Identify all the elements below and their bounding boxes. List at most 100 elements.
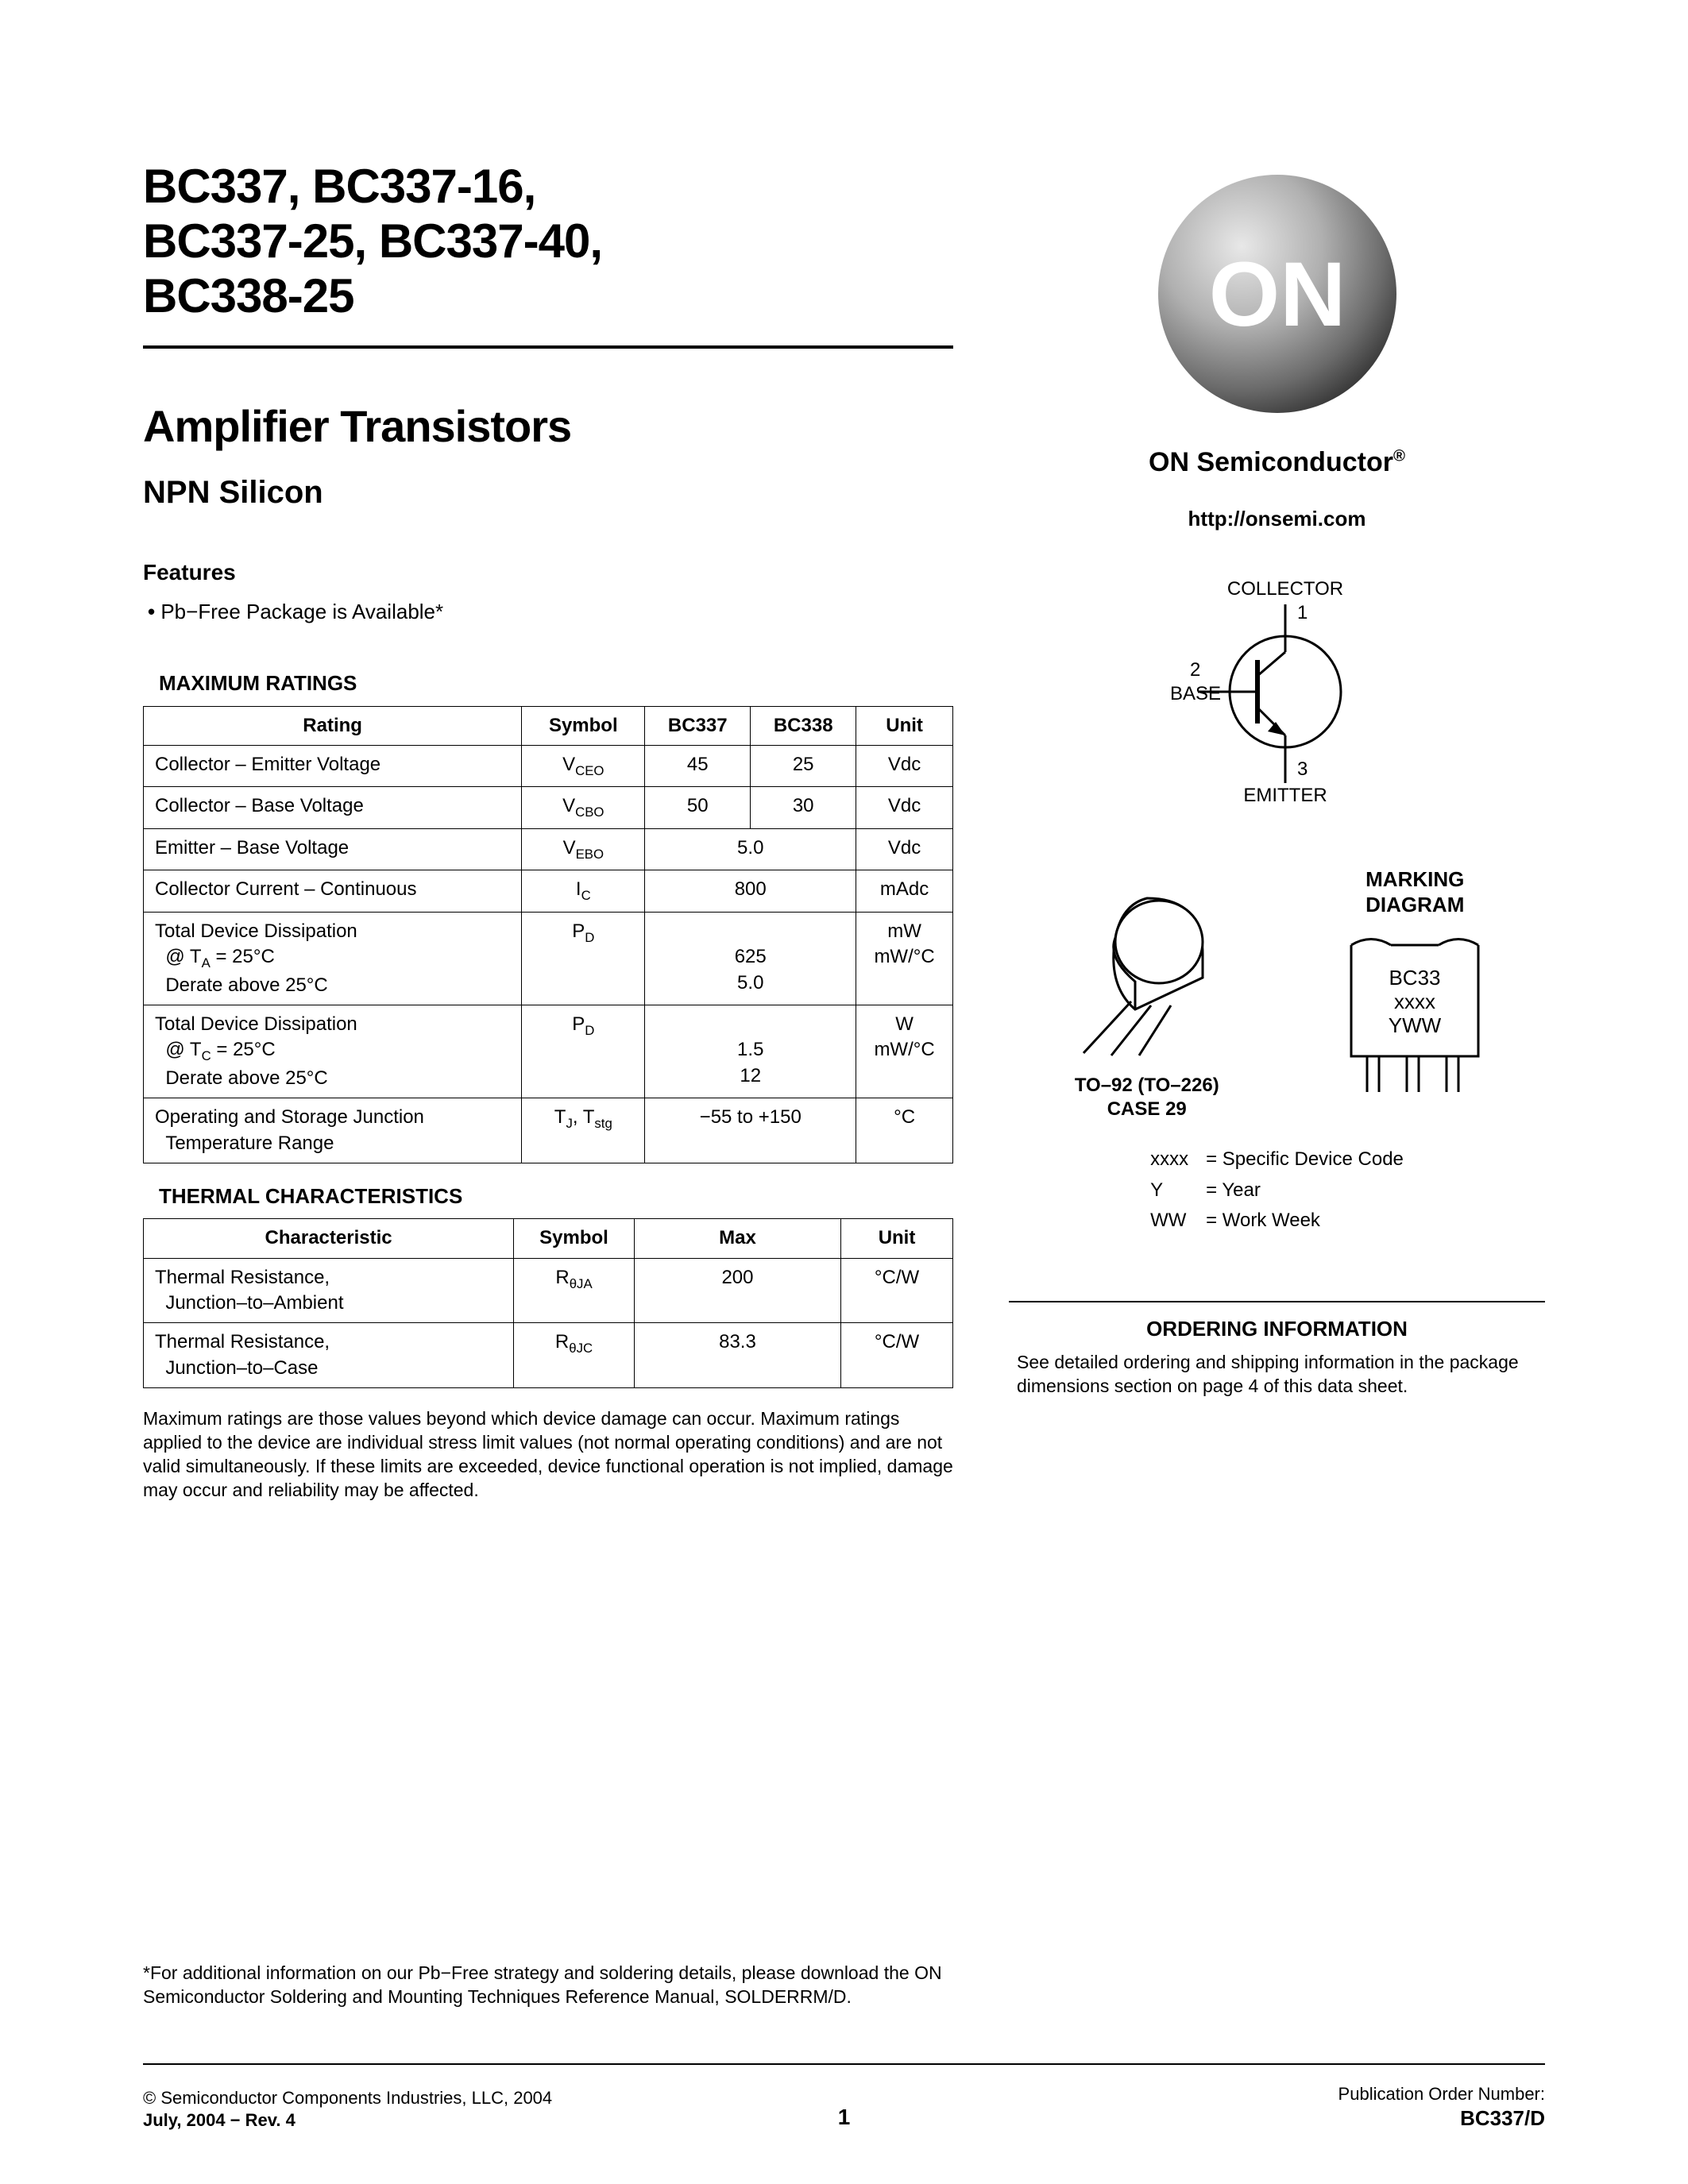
table-header-row: Rating Symbol BC337 BC338 Unit xyxy=(144,706,953,745)
cell-symbol: RθJA xyxy=(514,1258,635,1323)
brand-url[interactable]: http://onsemi.com xyxy=(1188,505,1366,533)
cell-rating: Operating and Storage Junction Temperatu… xyxy=(144,1098,522,1163)
cell-rating: Total Device Dissipation @ TC = 25°C Der… xyxy=(144,1005,522,1098)
table-row: Collector – Emitter Voltage VCEO 45 25 V… xyxy=(144,745,953,786)
legend-row: Y= Year xyxy=(1142,1176,1412,1205)
table-row: Collector Current – Continuous IC 800 mA… xyxy=(144,870,953,912)
marking-diagram-icon: BC33 xxxx YWW xyxy=(1335,929,1494,1104)
svg-text:ON: ON xyxy=(1208,244,1346,345)
table-header-row: Characteristic Symbol Max Unit xyxy=(144,1219,953,1258)
cell-symbol: VEBO xyxy=(522,828,645,870)
svg-text:3: 3 xyxy=(1297,758,1308,780)
cell-bc337: 45 xyxy=(645,745,751,786)
thermal-table: Characteristic Symbol Max Unit Thermal R… xyxy=(143,1218,953,1388)
cell-value-span: −55 to +150 xyxy=(645,1098,856,1163)
title-rule xyxy=(143,345,953,349)
thermal-title: THERMAL CHARACTERISTICS xyxy=(159,1183,953,1210)
cell-unit: mAdc xyxy=(856,870,953,912)
cell-unit: °C/W xyxy=(841,1258,953,1323)
cell-unit: W mW/°C xyxy=(856,1005,953,1098)
cell-value-span: 5.0 xyxy=(645,828,856,870)
cell-unit: mW mW/°C xyxy=(856,912,953,1005)
legend-code: Y xyxy=(1142,1176,1196,1205)
cell-unit: Vdc xyxy=(856,745,953,786)
cell-unit: Vdc xyxy=(856,828,953,870)
cell-symbol: VCBO xyxy=(522,787,645,828)
svg-text:BASE: BASE xyxy=(1170,683,1221,704)
cell-value-span: 625 5.0 xyxy=(645,912,856,1005)
cell-max: 200 xyxy=(634,1258,840,1323)
cell-max: 83.3 xyxy=(634,1323,840,1388)
brand-name: ON Semiconductor® xyxy=(1149,445,1405,481)
cell-bc337: 50 xyxy=(645,787,751,828)
cell-symbol: VCEO xyxy=(522,745,645,786)
col-max: Max xyxy=(634,1219,840,1258)
on-logo-icon: ON xyxy=(1150,167,1404,421)
svg-text:BC33: BC33 xyxy=(1389,966,1441,990)
table-row: Operating and Storage Junction Temperatu… xyxy=(144,1098,953,1163)
svg-text:xxxx: xxxx xyxy=(1394,990,1435,1013)
cell-char: Thermal Resistance, Junction–to–Case xyxy=(144,1323,514,1388)
table-row: Thermal Resistance, Junction–to–Ambient … xyxy=(144,1258,953,1323)
table-row: Total Device Dissipation @ TC = 25°C Der… xyxy=(144,1005,953,1098)
product-subtype: NPN Silicon xyxy=(143,471,953,514)
footer-page-number: 1 xyxy=(838,2102,851,2132)
legend-desc: = Work Week xyxy=(1198,1206,1412,1235)
cell-rating: Collector – Base Voltage xyxy=(144,787,522,828)
max-ratings-table: Rating Symbol BC337 BC338 Unit Collector… xyxy=(143,706,953,1164)
footer-date-rev: July, 2004 − Rev. 4 xyxy=(143,2109,552,2132)
cell-symbol: PD xyxy=(522,1005,645,1098)
cell-symbol: PD xyxy=(522,912,645,1005)
footer-left: © Semiconductor Components Industries, L… xyxy=(143,2087,552,2132)
legend-desc: = Year xyxy=(1198,1176,1412,1205)
cell-bc338: 25 xyxy=(751,745,856,786)
cell-value-span: 1.5 12 xyxy=(645,1005,856,1098)
cell-unit: Vdc xyxy=(856,787,953,828)
col-bc338: BC338 xyxy=(751,706,856,745)
cell-rating: Emitter – Base Voltage xyxy=(144,828,522,870)
cell-symbol: TJ, Tstg xyxy=(522,1098,645,1163)
cell-rating: Collector – Emitter Voltage xyxy=(144,745,522,786)
package-case-label: TO–92 (TO–226) CASE 29 xyxy=(1060,1074,1234,1121)
table-row: Total Device Dissipation @ TA = 25°C Der… xyxy=(144,912,953,1005)
col-symbol: Symbol xyxy=(522,706,645,745)
cell-symbol: IC xyxy=(522,870,645,912)
legend-code: xxxx xyxy=(1142,1145,1196,1174)
col-rating: Rating xyxy=(144,706,522,745)
footer-right: Publication Order Number: BC337/D xyxy=(1338,2083,1545,2132)
max-ratings-title: MAXIMUM RATINGS xyxy=(159,669,953,697)
table-row: Thermal Resistance, Junction–to–Case RθJ… xyxy=(144,1323,953,1388)
col-char: Characteristic xyxy=(144,1219,514,1258)
marking-diagram-title: MARKING DIAGRAM xyxy=(1335,866,1494,918)
legend-code: WW xyxy=(1142,1206,1196,1235)
cell-unit: °C xyxy=(856,1098,953,1163)
pbfree-footnote: *For additional information on our Pb−Fr… xyxy=(143,1962,953,2009)
cell-symbol: RθJC xyxy=(514,1323,635,1388)
footer-pub-label: Publication Order Number: xyxy=(1338,2083,1545,2106)
col-unit: Unit xyxy=(841,1219,953,1258)
ordering-text: See detailed ordering and shipping infor… xyxy=(1009,1351,1545,1399)
table-row: Collector – Base Voltage VCBO 50 30 Vdc xyxy=(144,787,953,828)
col-symbol: Symbol xyxy=(514,1219,635,1258)
to92-package-icon xyxy=(1060,866,1234,1057)
legend-row: WW= Work Week xyxy=(1142,1206,1412,1235)
part-number-title: BC337, BC337-16, BC337-25, BC337-40, BC3… xyxy=(143,159,953,323)
cell-value-span: 800 xyxy=(645,870,856,912)
feature-item: Pb−Free Package is Available* xyxy=(143,598,953,626)
col-unit: Unit xyxy=(856,706,953,745)
transistor-schematic-icon: COLLECTOR 1 2 BASE 3 EMITTER xyxy=(1158,581,1396,803)
features-label: Features xyxy=(143,558,953,588)
cell-bc338: 30 xyxy=(751,787,856,828)
col-bc337: BC337 xyxy=(645,706,751,745)
legend-row: xxxx= Specific Device Code xyxy=(1142,1145,1412,1174)
svg-text:COLLECTOR: COLLECTOR xyxy=(1226,581,1342,600)
footer-pub-number: BC337/D xyxy=(1338,2105,1545,2132)
table-row: Emitter – Base Voltage VEBO 5.0 Vdc xyxy=(144,828,953,870)
svg-text:EMITTER: EMITTER xyxy=(1243,785,1327,803)
cell-rating: Collector Current – Continuous xyxy=(144,870,522,912)
svg-text:1: 1 xyxy=(1297,602,1308,623)
svg-text:YWW: YWW xyxy=(1389,1013,1442,1037)
footer-rule xyxy=(143,2063,1545,2065)
svg-text:2: 2 xyxy=(1190,659,1200,681)
ordering-rule xyxy=(1009,1301,1545,1302)
